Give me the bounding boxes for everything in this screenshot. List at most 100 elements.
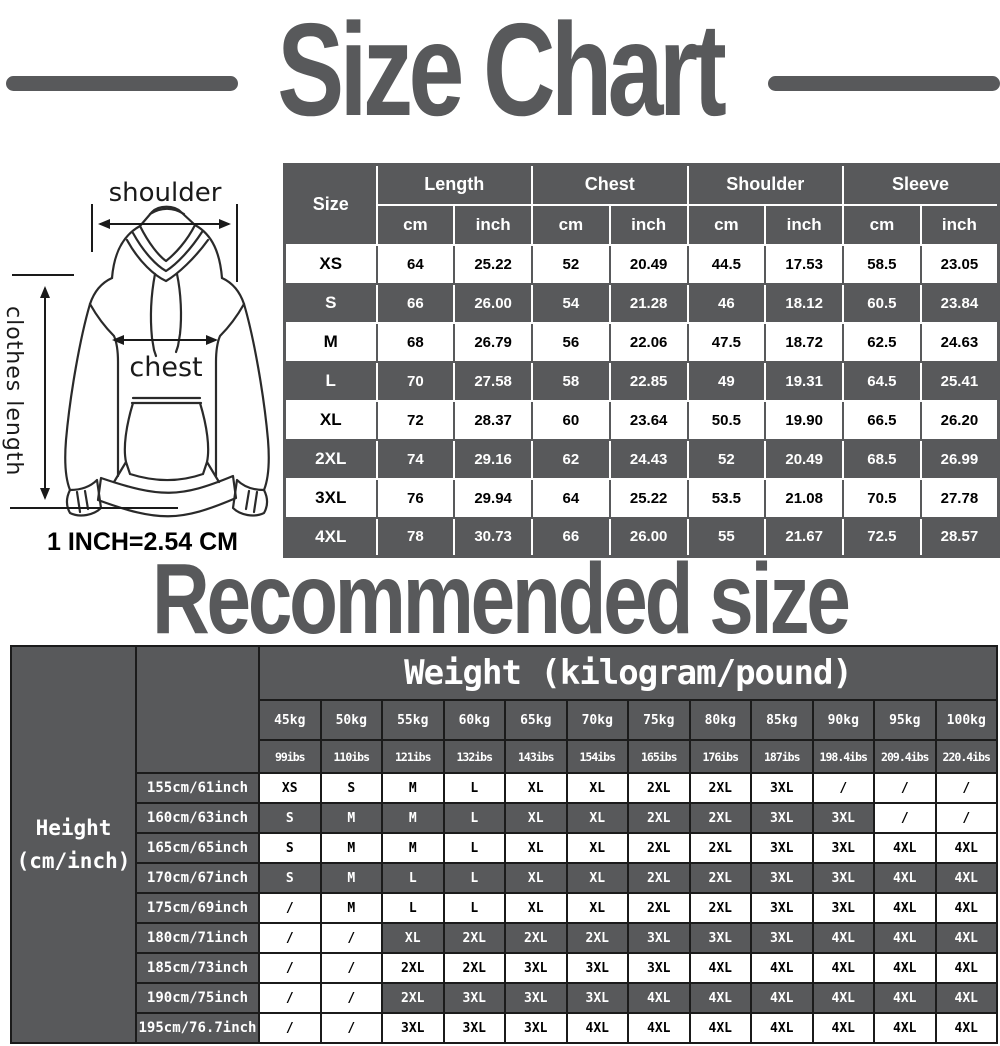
measurement-cell: 18.12	[764, 282, 845, 324]
height-row-header-cell: 180cm/71inch	[135, 922, 260, 954]
measurement-cell: 60.5	[842, 282, 922, 324]
collar-rim-2	[131, 230, 204, 273]
size-table-row: S 66 26.00 54 21.28 46 18.12 60.5 23.84	[283, 282, 1000, 324]
rec-size-cell: 2XL	[381, 952, 445, 984]
rec-size-cell: S	[258, 832, 322, 864]
rec-size-cell: XL	[504, 862, 568, 894]
measurement-arrows	[10, 204, 238, 509]
rec-size-cell: 3XL	[688, 922, 752, 954]
rec-size-cell: 2XL	[688, 772, 752, 804]
rec-size-cell: XL	[504, 892, 568, 924]
rec-size-cell: 4XL	[811, 1012, 875, 1044]
rec-size-cell: 2XL	[627, 892, 691, 924]
weight-lbs-cell: 187ibs	[750, 739, 814, 774]
measurement-cell: 76	[375, 477, 456, 519]
rec-size-cell: M	[381, 772, 445, 804]
measurement-cell: 29.94	[453, 477, 533, 519]
rec-size-cell: /	[319, 922, 383, 954]
weight-kg-cell: 55kg	[381, 699, 445, 741]
unit-header-cell: cm	[375, 203, 456, 246]
measurement-cell: 64	[531, 477, 611, 519]
rec-size-cell: XL	[504, 832, 568, 864]
rec-size-cell: /	[258, 952, 322, 984]
rec-size-cell: 4XL	[873, 862, 937, 894]
measurement-cell: 29.16	[453, 438, 533, 480]
weight-kg-cell: 85kg	[750, 699, 814, 741]
rec-size-cell: 3XL	[750, 832, 814, 864]
measurement-cell: 52	[686, 438, 767, 480]
rec-size-cell: M	[319, 802, 383, 834]
measurement-cell: 18.72	[764, 321, 845, 363]
measurement-cell: 23.64	[608, 399, 689, 441]
unit-header-cell: inch	[608, 203, 689, 246]
weight-lbs-cell: 198.4ibs	[811, 739, 875, 774]
sleeve-left-inner	[88, 302, 120, 478]
rec-size-cell: 4XL	[688, 982, 752, 1014]
rec-size-cell: 4XL	[873, 922, 937, 954]
unit-header-cell: inch	[453, 203, 533, 246]
measurement-cell: 70	[375, 360, 456, 402]
rec-size-cell: /	[811, 772, 875, 804]
rec-size-cell: 2XL	[442, 952, 506, 984]
rec-size-cell: 2XL	[627, 772, 691, 804]
rec-size-cell: 2XL	[688, 862, 752, 894]
rec-size-cell: L	[442, 832, 506, 864]
weight-lbs-cell: 220.4ibs	[934, 739, 998, 774]
weight-kg-cell: 75kg	[627, 699, 691, 741]
measurement-cell: 25.41	[919, 360, 1000, 402]
rec-size-cell: 4XL	[873, 832, 937, 864]
measurement-cell: 26.00	[608, 516, 689, 558]
weight-lbs-cell: 110ibs	[319, 739, 383, 774]
length-group-header: Length	[375, 163, 533, 206]
measurement-cell: 17.53	[764, 243, 845, 285]
measurement-cell: 26.79	[453, 321, 533, 363]
measurement-cell: 47.5	[686, 321, 767, 363]
clothes-length-label: clothes length	[1, 306, 26, 477]
height-row-header-cell: 195cm/76.7inch	[135, 1012, 260, 1044]
size-table-row: 4XL 78 30.73 66 26.00 55 21.67 72.5 28.57	[283, 516, 1000, 558]
rec-size-cell: XL	[381, 922, 445, 954]
weight-kg-cell: 100kg	[934, 699, 998, 741]
sleeve-right-outer	[220, 276, 270, 492]
size-label-cell: L	[283, 360, 378, 402]
measurement-cell: 46	[686, 282, 767, 324]
collar-rim-3	[125, 238, 210, 283]
height-row-header-cell: 190cm/75inch	[135, 982, 260, 1014]
rec-size-cell: M	[319, 832, 383, 864]
rec-size-cell: S	[258, 862, 322, 894]
corner-blank-cell	[135, 645, 260, 774]
rec-size-cell: 4XL	[934, 922, 998, 954]
rec-size-cell: 4XL	[811, 982, 875, 1014]
hoodie-diagram: shoulder chest clothes length 1 INCH=2.5…	[0, 160, 285, 560]
rec-size-cell: 3XL	[504, 952, 568, 984]
hem-band	[96, 474, 238, 518]
unit-header-cell: cm	[686, 203, 767, 246]
rec-size-cell: 4XL	[873, 982, 937, 1014]
rec-size-cell: 3XL	[750, 892, 814, 924]
height-row-header-cell: 165cm/65inch	[135, 832, 260, 864]
unit-header-cell: inch	[919, 203, 1000, 246]
rec-size-cell: 2XL	[565, 922, 629, 954]
measurement-cell: 25.22	[453, 243, 533, 285]
rec-table-row: 175cm/69inch / M L L XL XL 2XL 2XL 3XL 3XL 4XL 4XL	[11, 892, 998, 924]
recommended-size-title-text: Recommended size	[152, 543, 851, 655]
chest-label: chest	[129, 352, 203, 383]
rec-table-row: 190cm/75inch //2XL 3XL 3XL 3XL 4XL 4XL 4XL 4XL 4X…	[11, 982, 998, 1014]
height-row-header-cell: 155cm/61inch	[135, 772, 260, 804]
hood-outline	[110, 205, 224, 280]
weight-kg-cell: 90kg	[811, 699, 875, 741]
title-right-dash	[768, 76, 1000, 91]
weight-kg-row: 45kg 50kg 55kg 60kg 65kg 70kg 75kg 80kg 85kg 90kg…	[11, 699, 998, 741]
shoulder-group-header: Shoulder	[686, 163, 845, 206]
measurement-cell: 25.22	[608, 477, 689, 519]
size-table-row: L 70 27.58 58 22.85 49 19.31 64.5 25.41	[283, 360, 1000, 402]
measurement-cell: 20.49	[764, 438, 845, 480]
rec-size-cell: L	[381, 862, 445, 894]
measurement-cell: 20.49	[608, 243, 689, 285]
weight-lbs-cell: 143ibs	[504, 739, 568, 774]
measurement-cell: 56	[531, 321, 611, 363]
rec-size-cell: 4XL	[873, 952, 937, 984]
weight-header-cell: Weight (kilogram/pound)	[258, 645, 998, 701]
rec-size-cell: /	[319, 982, 383, 1014]
